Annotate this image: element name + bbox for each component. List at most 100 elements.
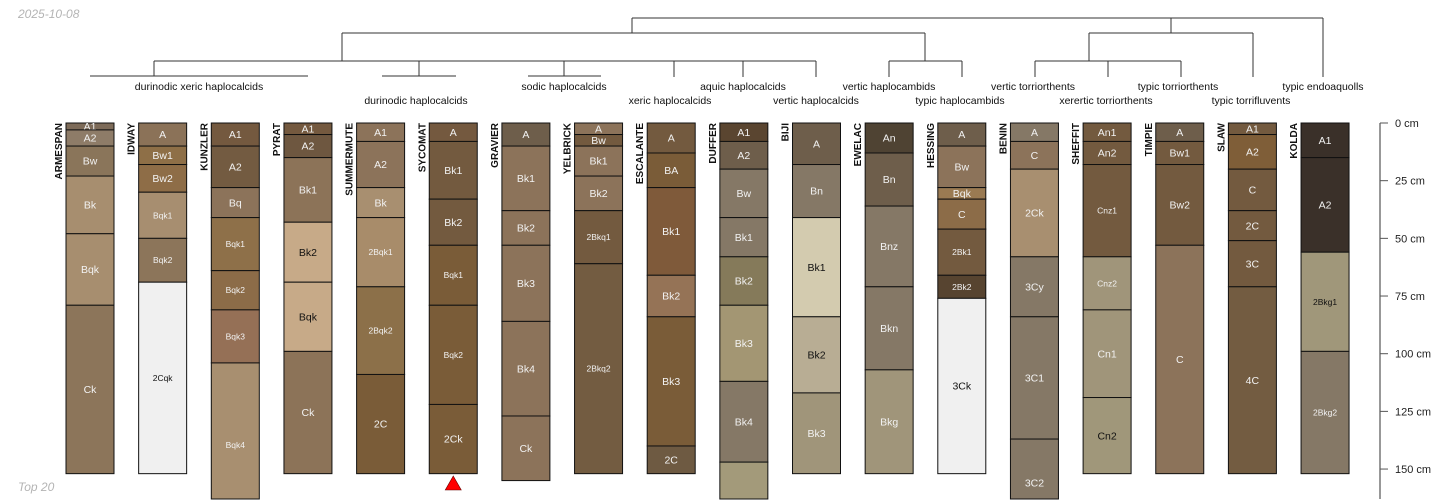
horizon-label: Bk3 [662, 376, 680, 388]
horizon-label: Bk2 [299, 247, 317, 259]
horizon-label: Ck [302, 407, 316, 419]
horizon-label: 4C [1246, 375, 1260, 387]
horizon [1009, 316, 1059, 440]
horizon-label: Bw [737, 188, 752, 200]
horizon [792, 164, 841, 219]
horizon-label: Bk3 [807, 428, 825, 440]
soil-profile: A Bw1 Bw2 C TIMPIE [1144, 122, 1205, 475]
horizon-label: Bw2 [152, 173, 173, 185]
taxonomy-label: vertic torriorthents [991, 81, 1075, 93]
horizon-label: Ck [519, 443, 533, 455]
horizon [1227, 168, 1277, 212]
horizon-label: 3C [1246, 258, 1260, 270]
taxonomy-label: durinodic haplocalcids [364, 95, 467, 107]
soil-profile: A Bk1 Bk2 Bk3 Bk4 Ck GRAVIER [490, 122, 551, 482]
horizon [1155, 244, 1205, 475]
soil-profile: A1 A2 Bw Bk1 Bk2 Bk3 Bk4 DUFFER [708, 122, 769, 500]
horizon-label: Bk4 [735, 416, 753, 428]
horizon-label: Bk1 [807, 262, 825, 274]
horizon [356, 217, 406, 288]
horizon-label: Bqk3 [226, 331, 246, 341]
horizon [937, 228, 987, 276]
horizon-label: Bqk2 [226, 285, 246, 295]
soil-profile: A Bw Bqk C 2Bk1 2Bk2 3Ck HESSING [926, 122, 987, 475]
horizon-label: Bk1 [662, 226, 680, 238]
horizon-label: Bqk4 [226, 440, 246, 450]
horizon [1082, 256, 1132, 311]
horizon-label: A [1031, 127, 1038, 139]
horizon-label: A [813, 138, 820, 150]
horizon-label: Bk1 [444, 165, 462, 177]
horizon-label: An1 [1098, 127, 1117, 139]
horizon-label: C [1249, 185, 1257, 197]
horizon [646, 445, 696, 475]
horizon-label: Bqk1 [444, 270, 464, 280]
horizon-label: C [1176, 354, 1184, 366]
profile-name: DUFFER [708, 122, 719, 163]
horizon-label: Cnz1 [1097, 206, 1117, 216]
taxonomy-label: typic haplocambids [915, 95, 1004, 107]
horizon [719, 256, 769, 306]
horizon [1300, 251, 1350, 352]
horizon [792, 392, 841, 475]
profile-name: BENIN [998, 123, 1009, 154]
profile-name: SLAW [1216, 122, 1227, 151]
soil-profile: A Bn Bk1 Bk2 Bk3 BIJI [781, 122, 841, 475]
horizon-label: Bqk1 [226, 239, 246, 249]
horizon [138, 281, 188, 475]
horizon [1082, 309, 1132, 399]
profile-name: ARMESPAN [54, 123, 65, 179]
depth-tick-label: 75 cm [1395, 291, 1425, 303]
profile-name: ESCALANTE [635, 123, 646, 184]
profile-name: EWELAC [853, 123, 864, 166]
horizon-label: A2 [1246, 147, 1259, 159]
horizon-label: 2C [374, 419, 388, 431]
soil-profile: A1 A2 C 2C 3C 4C SLAW [1216, 122, 1277, 475]
horizon-label: Bk3 [735, 338, 753, 350]
soil-profile: A Bk1 Bk2 Bqk1 Bqk2 2Ck SYCOMAT [417, 122, 478, 475]
soil-profile: A BA Bk1 Bk2 Bk3 2C ESCALANTE [635, 122, 696, 475]
horizon [356, 140, 406, 189]
horizon-label: Bk1 [735, 232, 753, 244]
horizon-label: 3C1 [1025, 373, 1044, 385]
horizon-label: 2Cqk [153, 373, 174, 383]
horizon-label: A2 [1319, 200, 1332, 212]
horizon [428, 403, 478, 475]
horizon [792, 316, 841, 394]
taxonomy-label: durinodic xeric haplocalcids [135, 81, 263, 93]
horizon [574, 145, 624, 177]
horizon-label: 2Bkq2 [586, 364, 610, 374]
horizon [1009, 168, 1059, 258]
horizon [356, 373, 406, 475]
horizon-label: Bk [84, 200, 97, 212]
taxonomy-label: typic endoaquolls [1282, 81, 1363, 93]
soil-profile: An1 An2 Cnz1 Cnz2 Cn1 Cn2 SHEFFIT [1071, 122, 1132, 475]
soil-profile: A Bw1 Bw2 Bqk1 Bqk2 2Cqk IDWAY [127, 122, 188, 475]
horizon [356, 187, 406, 219]
horizon-label: Bqk [299, 311, 318, 323]
depth-tick-label: 100 cm [1395, 349, 1431, 361]
horizon [1009, 438, 1059, 500]
taxonomy-label: vertic haplocalcids [773, 95, 859, 107]
horizon-label: 3Ck [952, 381, 971, 393]
depth-tick-label: 0 cm [1395, 118, 1419, 130]
horizon-label: Bw2 [1170, 200, 1191, 212]
horizon-label: 2Bkg2 [1313, 408, 1337, 418]
horizon-label: Bk2 [517, 223, 535, 235]
horizon-label: Bk1 [299, 185, 317, 197]
horizon-label: A2 [737, 150, 750, 162]
horizon [138, 237, 188, 283]
horizon-label: 2C [1246, 220, 1260, 232]
horizon-label: 2Ck [1025, 208, 1044, 220]
taxonomy-label: aquic haplocalcids [700, 81, 786, 93]
horizon-label: Bk [374, 197, 387, 209]
horizon [210, 270, 260, 311]
horizon [719, 304, 769, 382]
horizon [428, 140, 478, 200]
horizon [719, 217, 769, 258]
horizon-label: C [1031, 150, 1039, 162]
soil-profile: An Bn Bnz Bkn Bkg EWELAC [853, 122, 914, 475]
profile-name: SUMMERMUTE [345, 123, 356, 196]
horizon [1300, 122, 1350, 159]
